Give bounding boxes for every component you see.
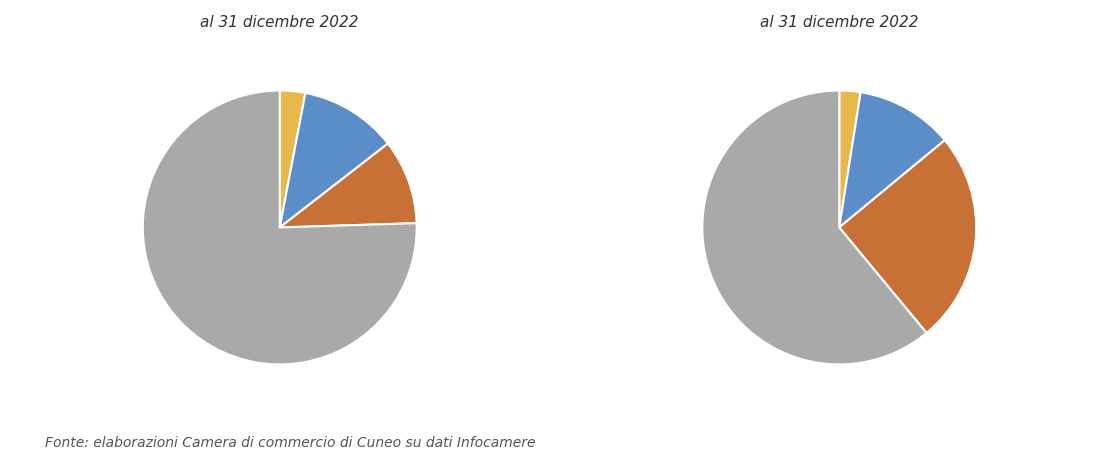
Wedge shape: [143, 91, 416, 364]
Wedge shape: [839, 91, 861, 227]
Text: al 31 dicembre 2022: al 31 dicembre 2022: [760, 15, 919, 30]
Text: al 31 dicembre 2022: al 31 dicembre 2022: [200, 15, 359, 30]
Text: Fonte: elaborazioni Camera di commercio di Cuneo su dati Infocamere: Fonte: elaborazioni Camera di commercio …: [45, 436, 535, 450]
Wedge shape: [839, 92, 944, 227]
Wedge shape: [280, 93, 388, 227]
Wedge shape: [703, 91, 927, 364]
Wedge shape: [280, 144, 416, 227]
Wedge shape: [839, 140, 976, 333]
Wedge shape: [280, 91, 305, 227]
